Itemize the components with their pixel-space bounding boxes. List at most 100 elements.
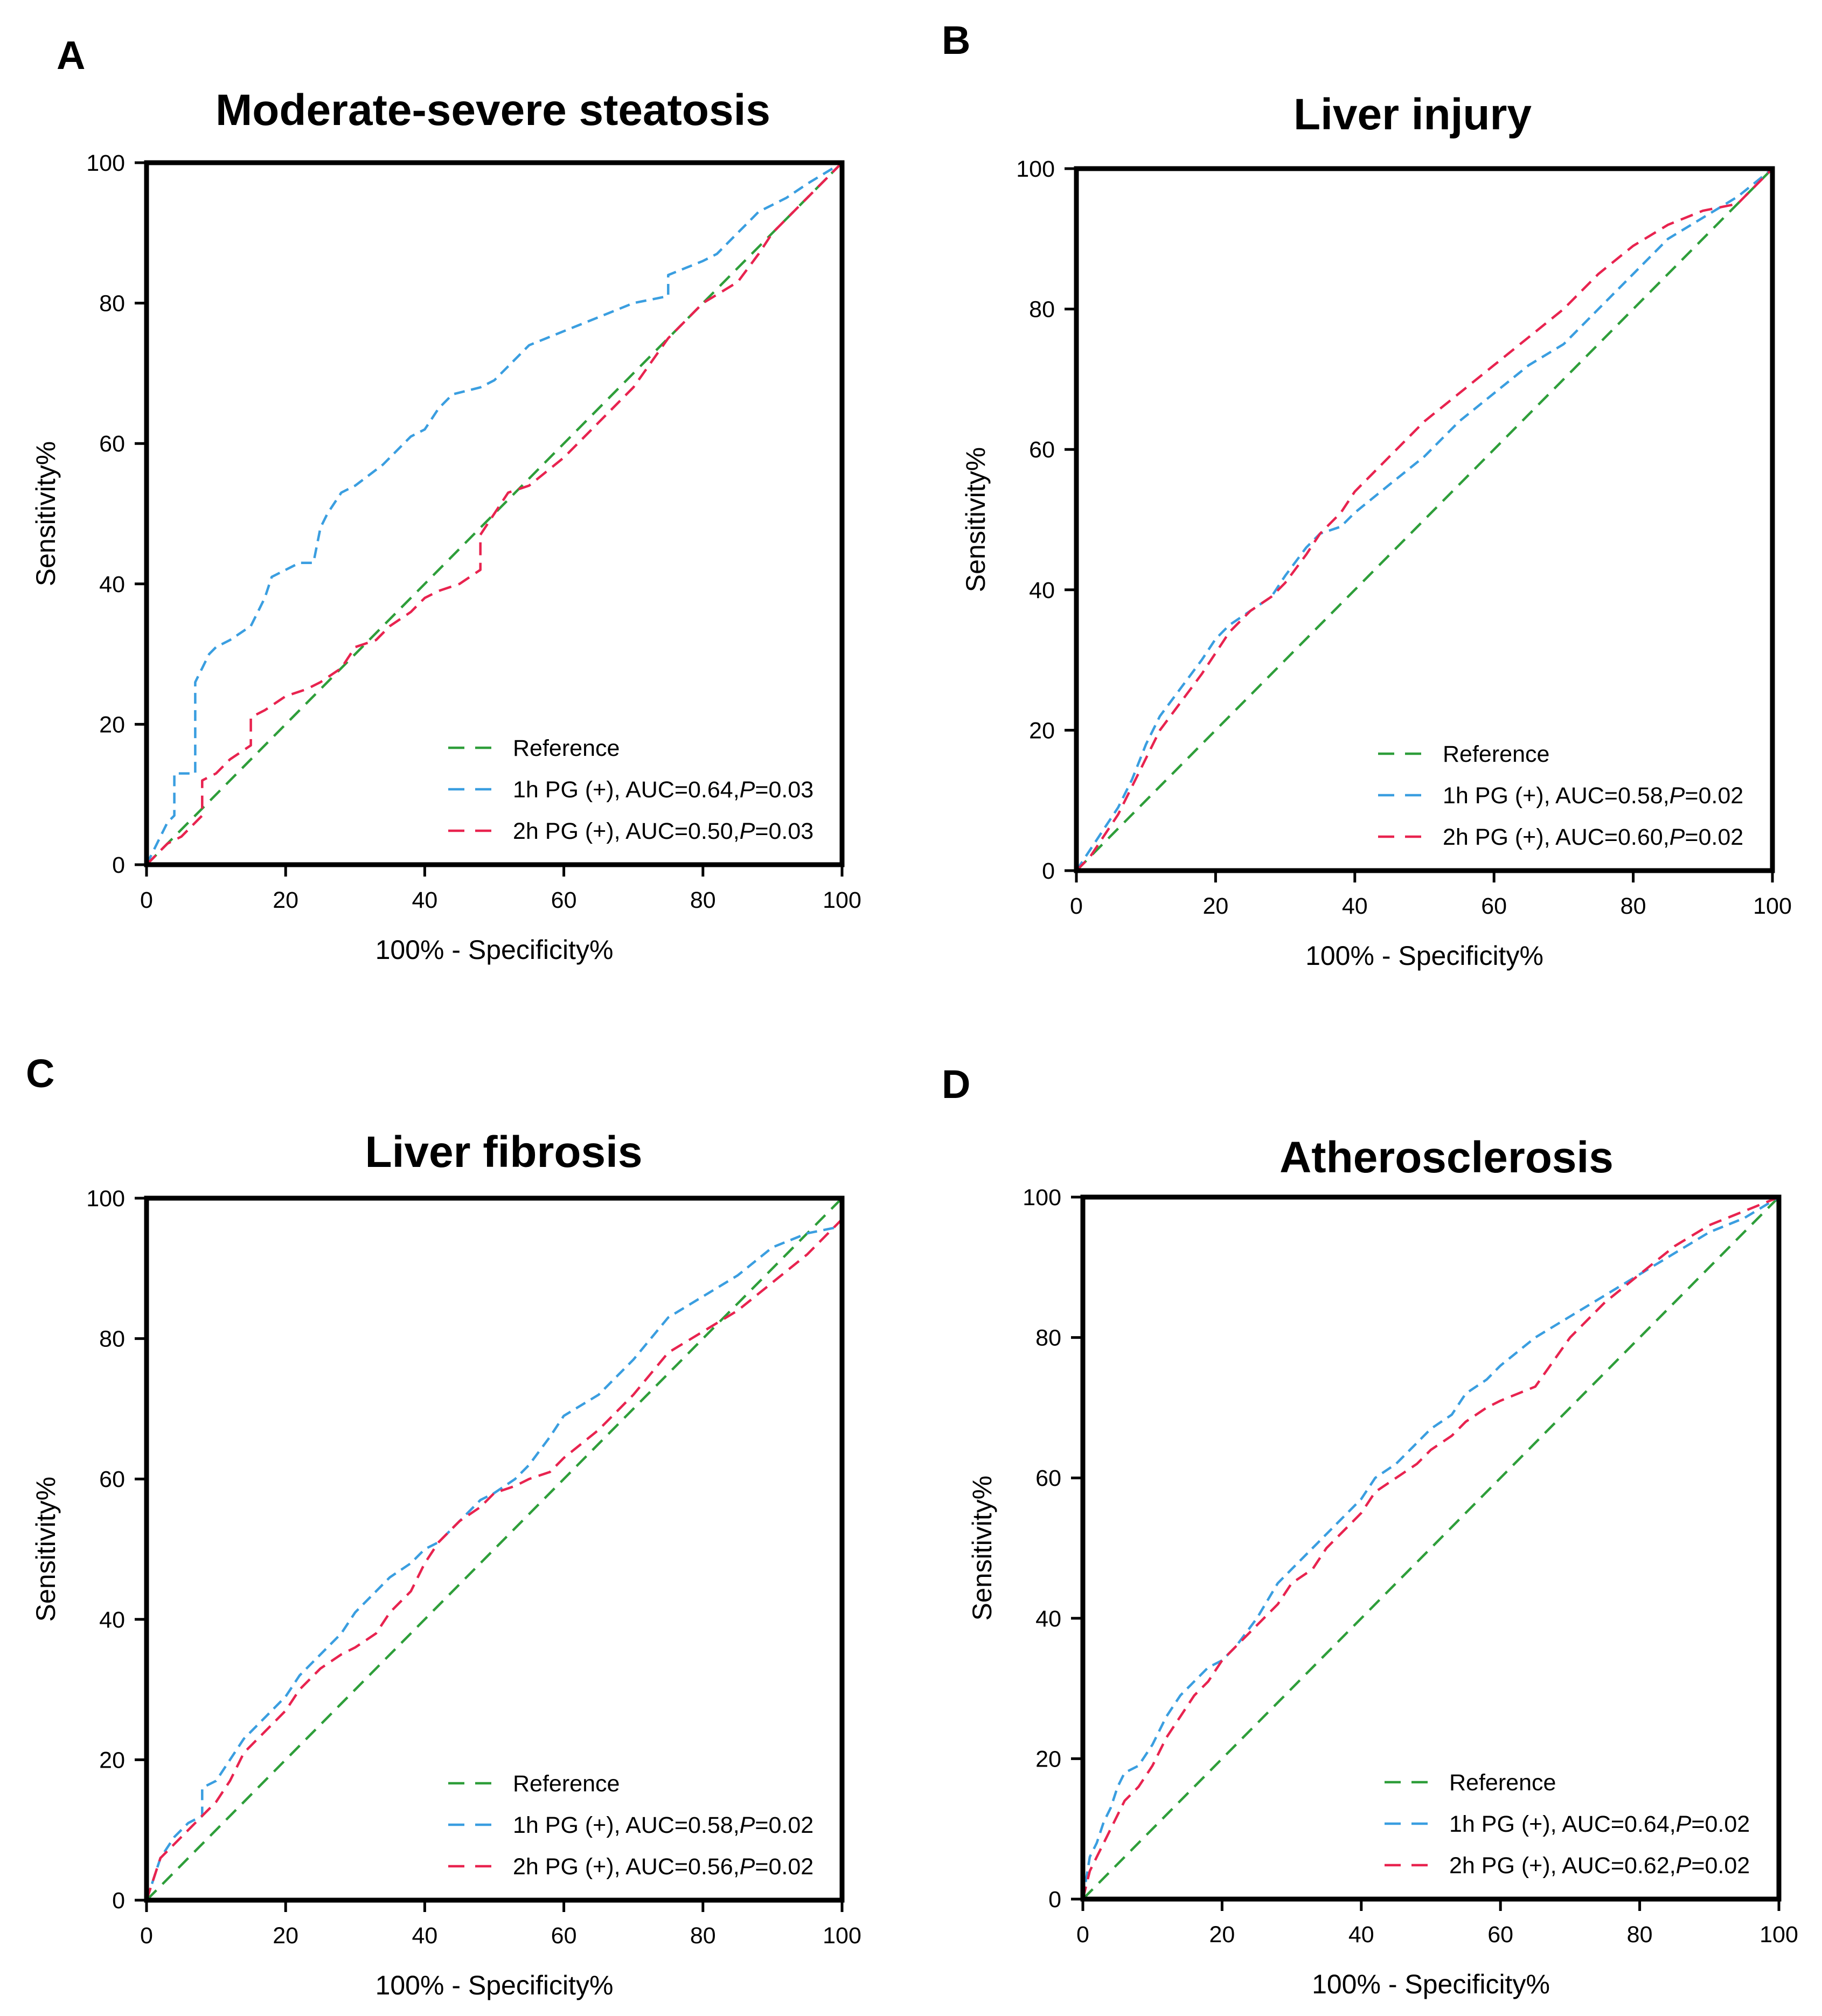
chart-panel-c: C Liver fibrosis 0 20 40 60 80 100 0 20 40 60 80 100 1… [26, 1051, 861, 2000]
legend-name: Reference [1443, 741, 1549, 767]
legend-p-symbol: P [740, 1854, 755, 1880]
legend-p-symbol: P [1670, 824, 1685, 850]
x-tick-label: 0 [1070, 893, 1083, 919]
chart-title: Liver fibrosis [365, 1128, 643, 1177]
legend-label-pg2h: 2h PG (+), AUC=0.56,P=0.02 [513, 1854, 813, 1880]
legend-label-pg1h: 1h PG (+), AUC=0.64,P=0.03 [513, 777, 813, 803]
panel-letter: B [942, 18, 970, 62]
legend-p-value: =0.03 [755, 777, 813, 803]
x-tick-label: 0 [1076, 1922, 1089, 1948]
legend-label-pg1h: 1h PG (+), AUC=0.64,P=0.02 [1449, 1811, 1750, 1837]
panel-letter: A [57, 33, 85, 78]
x-axis-label: 100% - Specificity% [375, 935, 614, 965]
y-tick-label: 100 [1016, 156, 1055, 182]
x-tick-label: 20 [1209, 1922, 1235, 1948]
legend-name: 1h PG (+), AUC=0.58, [513, 1812, 740, 1838]
series-line-reference [145, 1197, 843, 1901]
y-tick-label: 80 [1029, 297, 1055, 323]
x-tick-label: 40 [1348, 1922, 1374, 1948]
x-tick-label: 20 [1202, 893, 1228, 919]
legend-label-pg1h: 1h PG (+), AUC=0.58,P=0.02 [1443, 783, 1743, 809]
y-tick-label: 60 [1029, 437, 1055, 463]
y-tick-label: 60 [99, 431, 125, 457]
y-tick-label: 0 [1048, 1887, 1061, 1913]
legend-name: 1h PG (+), AUC=0.64, [513, 777, 740, 803]
chart-panel-a: A Moderate-severe steatosis 0 20 40 60 80 100 0 2… [31, 33, 861, 965]
legend-name: 1h PG (+), AUC=0.64, [1449, 1811, 1676, 1837]
legend-label-pg2h: 2h PG (+), AUC=0.62,P=0.02 [1449, 1853, 1750, 1879]
chart-panel-b: B Liver injury 0 20 40 60 80 100 0 20 40 60 80 100 100… [942, 18, 1792, 971]
x-tick-label: 60 [551, 1923, 577, 1949]
chart-title: Moderate-severe steatosis [215, 86, 770, 135]
legend-label-pg2h: 2h PG (+), AUC=0.50,P=0.03 [513, 818, 813, 844]
panel-letter: D [942, 1062, 970, 1107]
legend-name: Reference [1449, 1770, 1556, 1796]
series-line-pg1h [145, 162, 843, 865]
y-tick-label: 0 [1042, 858, 1055, 884]
legend-p-value: =0.02 [755, 1812, 813, 1838]
y-tick-label: 60 [99, 1466, 125, 1492]
legend-name: 2h PG (+), AUC=0.56, [513, 1854, 740, 1880]
x-tick-label: 80 [1621, 893, 1646, 919]
legend-label-reference: Reference [1443, 741, 1549, 767]
plot-frame [1074, 166, 1775, 873]
series-line-pg2h [145, 162, 843, 866]
y-axis-label: Sensitivity% [31, 441, 61, 587]
x-tick-label: 100 [823, 1923, 861, 1949]
legend-p-value: =0.02 [1685, 824, 1743, 850]
x-axis-label: 100% - Specificity% [375, 1970, 614, 2000]
x-tick-label: 80 [690, 887, 716, 913]
panel-letter: C [26, 1051, 54, 1096]
x-tick-label: 20 [273, 1923, 298, 1949]
plot-frame [144, 160, 845, 867]
series-line-pg1h [145, 1225, 843, 1901]
y-tick-label: 20 [1035, 1746, 1061, 1772]
series-line-pg2h [1081, 1195, 1779, 1900]
legend-label-pg2h: 2h PG (+), AUC=0.60,P=0.02 [1443, 824, 1743, 850]
series-line-pg2h [1075, 168, 1774, 872]
legend-p-symbol: P [740, 1812, 755, 1838]
legend-p-value: =0.02 [755, 1854, 813, 1880]
legend-p-symbol: P [740, 777, 755, 803]
y-tick-label: 40 [99, 1607, 125, 1633]
series-line-pg2h [145, 1218, 843, 1901]
x-axis-label: 100% - Specificity% [1305, 941, 1543, 971]
legend-name: 1h PG (+), AUC=0.58, [1443, 783, 1670, 809]
legend-p-symbol: P [1676, 1811, 1692, 1837]
legend-p-value: =0.03 [755, 818, 813, 844]
x-tick-label: 0 [140, 1923, 153, 1949]
x-tick-label: 100 [1753, 893, 1792, 919]
y-tick-label: 60 [1035, 1465, 1061, 1491]
x-axis-label: 100% - Specificity% [1312, 1969, 1550, 1999]
series-line-pg1h [1081, 1196, 1780, 1900]
x-tick-label: 80 [1627, 1922, 1653, 1948]
x-tick-label: 40 [1342, 893, 1368, 919]
x-tick-label: 0 [140, 887, 153, 913]
legend-p-symbol: P [1676, 1853, 1692, 1879]
y-axis-label: Sensitivity% [967, 1476, 997, 1621]
y-axis-label: Sensitivity% [961, 447, 991, 593]
legend-p-symbol: P [1670, 783, 1685, 809]
chart-title: Liver injury [1294, 90, 1532, 139]
legend-label-reference: Reference [513, 1771, 620, 1797]
legend-p-value: =0.02 [1691, 1853, 1750, 1879]
legend-p-value: =0.02 [1691, 1811, 1750, 1837]
series-line-pg1h [1075, 168, 1774, 872]
y-tick-label: 100 [1023, 1185, 1061, 1211]
x-tick-label: 40 [412, 887, 437, 913]
y-tick-label: 0 [112, 1888, 125, 1914]
y-tick-label: 40 [1029, 578, 1055, 603]
legend-name: 2h PG (+), AUC=0.62, [1449, 1853, 1676, 1879]
legend-name: Reference [513, 735, 620, 761]
y-tick-label: 80 [99, 1326, 125, 1352]
legend-name: Reference [513, 1771, 620, 1797]
y-tick-label: 100 [86, 150, 125, 176]
legend-name: 2h PG (+), AUC=0.60, [1443, 824, 1670, 850]
y-tick-label: 80 [99, 291, 125, 317]
series-line-reference [145, 162, 843, 866]
plot-frame [144, 1195, 845, 1903]
y-axis-label: Sensitivity% [31, 1477, 61, 1622]
y-tick-label: 0 [112, 852, 125, 878]
x-tick-label: 80 [690, 1923, 716, 1949]
y-tick-label: 40 [99, 572, 125, 597]
